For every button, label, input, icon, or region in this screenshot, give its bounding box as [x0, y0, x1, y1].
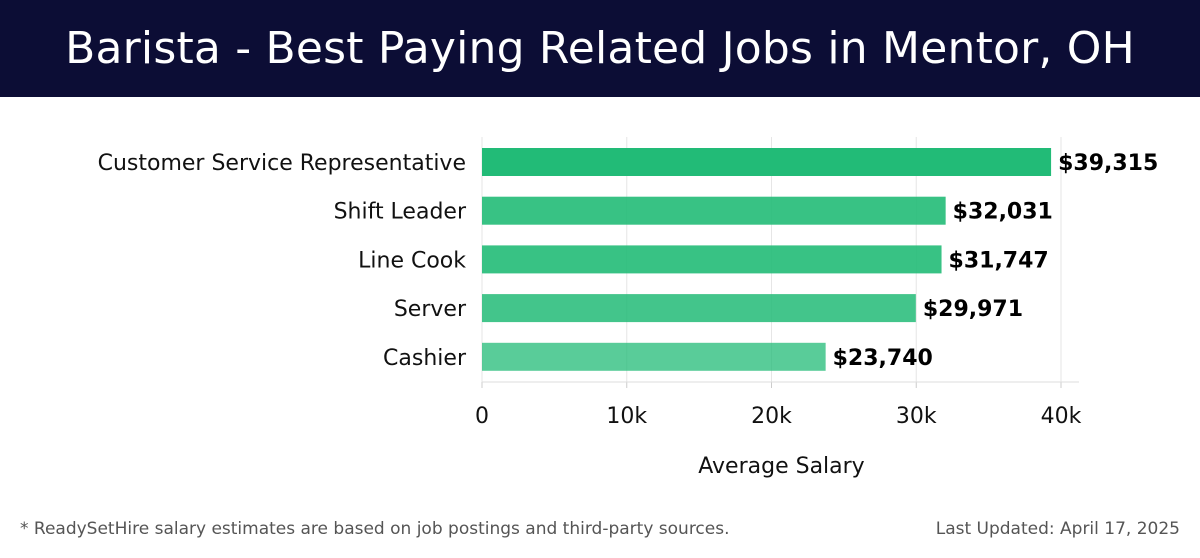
x-tick-label: 0	[475, 404, 489, 429]
bar	[482, 196, 946, 225]
chart-title: Barista - Best Paying Related Jobs in Me…	[65, 23, 1135, 74]
category-label: Cashier	[383, 346, 467, 371]
chart-header: Barista - Best Paying Related Jobs in Me…	[0, 0, 1200, 97]
bar	[482, 294, 916, 323]
value-label: $32,031	[953, 200, 1053, 225]
value-label: $23,740	[833, 346, 933, 371]
bar	[482, 342, 826, 371]
value-label: $29,971	[923, 297, 1023, 322]
x-tick-label: 30k	[896, 404, 937, 429]
x-tick-label: 40k	[1041, 404, 1082, 429]
footer-note: * ReadySetHire salary estimates are base…	[20, 519, 730, 539]
axis-layer: 0 10k 20k 30k 40k Customer Service Representa…	[98, 151, 1159, 429]
bar	[482, 148, 1052, 176]
category-label: Line Cook	[358, 248, 466, 273]
bar-chart: 0 10k 20k 30k 40k Customer Service Representa…	[98, 137, 1159, 479]
category-label: Shift Leader	[334, 200, 467, 225]
category-label: Customer Service Representative	[98, 151, 466, 176]
last-updated: Last Updated: April 17, 2025	[935, 519, 1180, 539]
x-tick-label: 10k	[606, 404, 647, 429]
bar-layer	[482, 148, 1052, 371]
x-tick-label: 20k	[751, 404, 792, 429]
bar	[482, 245, 942, 274]
value-label: $39,315	[1058, 151, 1158, 176]
x-axis-title: Average Salary	[698, 454, 864, 479]
category-label: Server	[394, 297, 467, 322]
value-label: $31,747	[949, 248, 1049, 273]
